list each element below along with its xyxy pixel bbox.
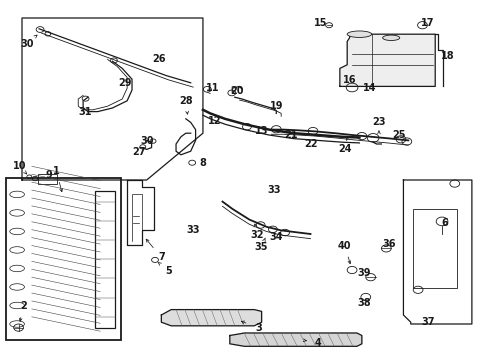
Text: 19: 19 [269,101,283,111]
Text: 25: 25 [391,130,405,140]
Bar [6,178,121,340]
Text: 10: 10 [13,161,26,171]
Text: 5: 5 [165,266,172,276]
Text: 38: 38 [357,298,370,308]
Text: 33: 33 [266,185,280,195]
Text: 32: 32 [249,230,263,240]
Ellipse shape [346,31,371,37]
Text: 24: 24 [337,144,351,154]
Text: 1: 1 [53,166,60,176]
Text: 40: 40 [337,240,351,251]
Text: 35: 35 [254,242,268,252]
Bar [38,174,57,184]
Text: 33: 33 [186,225,200,235]
Text: 8: 8 [199,158,206,168]
Text: 12: 12 [208,116,222,126]
Text: 21: 21 [284,130,297,140]
Text: 30: 30 [140,136,153,147]
Text: 17: 17 [420,18,434,28]
Text: 26: 26 [152,54,165,64]
Text: 37: 37 [420,317,434,327]
Ellipse shape [382,35,399,40]
Text: 23: 23 [371,117,385,127]
Text: 30: 30 [20,39,34,49]
Text: 16: 16 [342,75,356,85]
Text: 13: 13 [254,126,268,136]
Text: 18: 18 [440,51,453,61]
Text: 39: 39 [357,268,370,278]
Polygon shape [339,34,434,86]
Text: 3: 3 [255,323,262,333]
Bar [412,209,456,288]
Text: 22: 22 [303,139,317,149]
Text: 9: 9 [45,170,52,180]
Text: 28: 28 [179,96,192,106]
Text: 4: 4 [314,338,321,348]
Bar [95,191,115,328]
Text: 31: 31 [79,107,92,117]
Text: 2: 2 [20,301,27,311]
Text: 14: 14 [362,83,375,93]
Text: 7: 7 [158,252,164,262]
Text: 6: 6 [441,218,447,228]
Text: 29: 29 [118,78,131,88]
Text: 11: 11 [205,83,219,93]
Text: 27: 27 [132,147,146,157]
Text: 15: 15 [313,18,326,28]
Text: 36: 36 [381,239,395,249]
Text: 34: 34 [269,232,283,242]
Polygon shape [229,333,361,346]
Polygon shape [161,310,261,326]
Text: 20: 20 [230,86,244,96]
